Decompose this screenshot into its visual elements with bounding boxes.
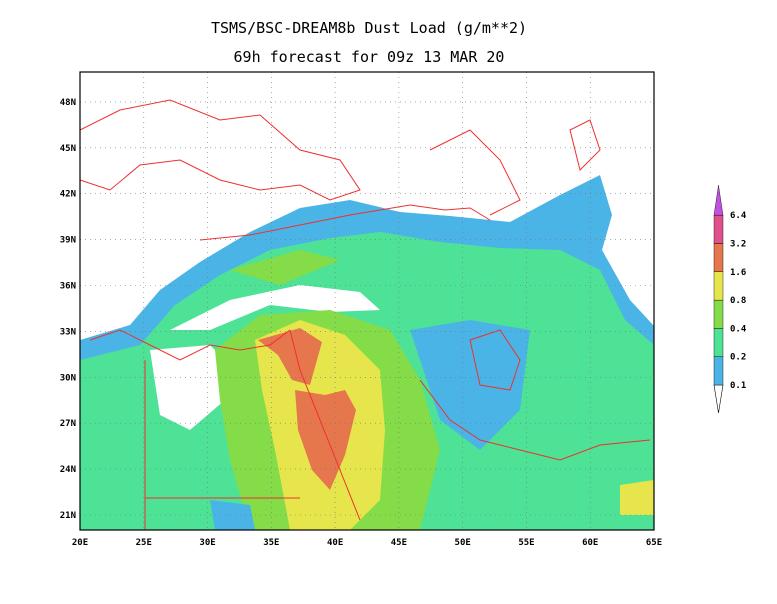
colorbar-label: 3.2 <box>730 240 746 250</box>
colorbar-label: 0.2 <box>730 353 746 363</box>
graticule: 20E 25E 30E 35E 40E 45E 50E 55E 60E 65E 21N 24N 27N 3… <box>60 72 662 548</box>
lon-label: 45E <box>391 538 407 548</box>
lat-label: 48N <box>60 98 76 108</box>
colorbar-segment <box>713 214 724 244</box>
lon-label: 60E <box>582 538 598 548</box>
colorbar-label: 6.4 <box>730 211 747 221</box>
colorbar-segment <box>713 356 724 386</box>
coastlines <box>79 99 651 530</box>
lon-label: 65E <box>646 538 662 548</box>
lon-label: 55E <box>518 538 534 548</box>
colorbar-label: 0.4 <box>730 324 747 334</box>
lat-label: 42N <box>60 190 76 200</box>
lat-label: 21N <box>60 511 76 521</box>
lat-label: 36N <box>60 282 76 292</box>
colorbar: 0.1 0.2 0.4 0.8 1.6 3.2 6.4 <box>713 185 747 414</box>
colorbar-label: 0.8 <box>730 296 746 306</box>
colorbar-segment <box>713 328 724 357</box>
lon-label: 25E <box>136 538 152 548</box>
lat-label: 27N <box>60 419 76 429</box>
map-frame <box>79 71 655 531</box>
lat-label: 39N <box>60 236 76 246</box>
lat-label: 24N <box>60 465 76 475</box>
colorbar-segment <box>713 271 724 301</box>
lon-label: 40E <box>327 538 343 548</box>
subtitle: 69h forecast for 09z 13 MAR 20 <box>234 48 505 66</box>
colorbar-label: 1.6 <box>730 268 746 278</box>
lat-label: 30N <box>60 373 76 383</box>
colorbar-high <box>713 185 724 216</box>
colorbar-low <box>713 384 724 414</box>
dust-field <box>80 72 654 530</box>
lat-label: 45N <box>60 144 76 154</box>
colorbar-segment <box>713 299 724 329</box>
title: TSMS/BSC-DREAM8b Dust Load (g/m**2) <box>211 19 527 37</box>
lon-label: 20E <box>72 538 88 548</box>
colorbar-segment <box>713 243 724 272</box>
lon-label: 50E <box>455 538 471 548</box>
lon-label: 35E <box>263 538 279 548</box>
colorbar-label: 0.1 <box>730 381 746 391</box>
lat-label: 33N <box>60 327 76 337</box>
lon-label: 30E <box>199 538 215 548</box>
